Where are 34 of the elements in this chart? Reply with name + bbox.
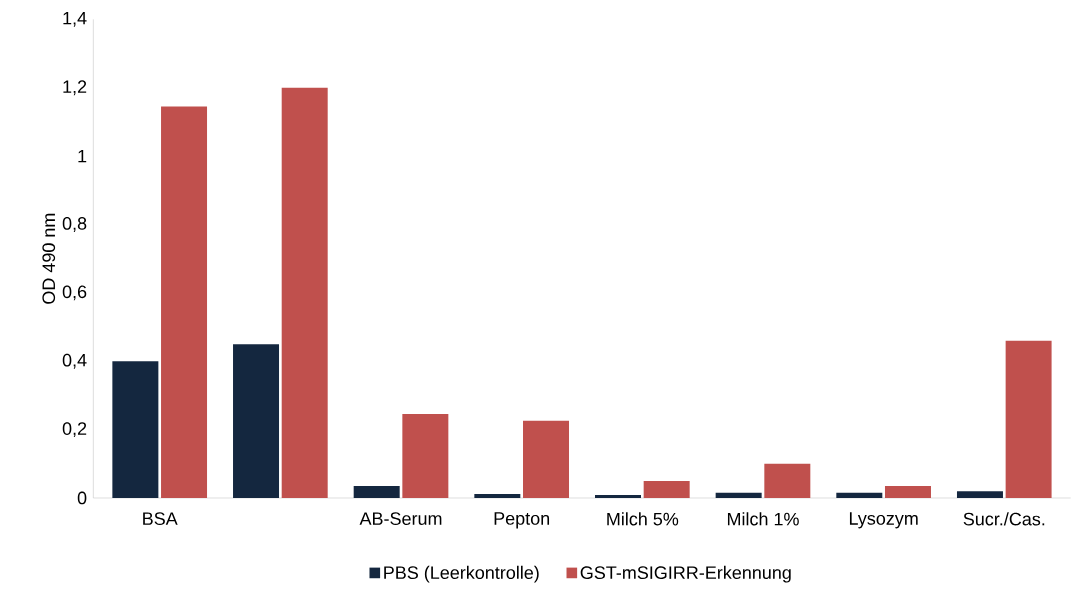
bar	[715, 492, 762, 498]
y-tick-label: 1,2	[63, 80, 87, 96]
x-tick-label: Sucr./Cas.	[963, 512, 1045, 526]
x-tick-label: Milch 1%	[727, 512, 799, 526]
y-tick-label: 0	[77, 491, 87, 505]
x-tick-label: AB-Serum	[359, 512, 442, 525]
x-tick-label: Lysozym	[849, 512, 918, 529]
bar	[643, 480, 690, 498]
y-tick-label: 0,4	[62, 353, 87, 369]
y-tick-label: 1,4	[63, 11, 87, 27]
bar	[474, 493, 521, 498]
bar	[402, 413, 449, 498]
y-tick-label: 1	[78, 149, 87, 163]
bar	[836, 492, 883, 498]
bar	[764, 463, 811, 498]
legend-label: PBS (Leerkontrolle)	[384, 565, 539, 583]
bar	[1005, 340, 1052, 498]
y-tick-label: 0,8	[62, 217, 87, 232]
bar	[112, 361, 159, 498]
x-tick-label: BSA	[143, 512, 178, 525]
bar	[523, 420, 570, 498]
bar	[161, 106, 208, 498]
legend-label: GST-mSIGIRR-Erkennung	[580, 565, 791, 583]
bar	[956, 491, 1003, 498]
y-tick-label: 0,6	[62, 285, 87, 301]
x-tick-label: Milch 5%	[607, 512, 679, 526]
bar	[281, 87, 328, 498]
bar	[884, 486, 931, 498]
bar	[353, 486, 400, 498]
y-axis-title: OD 490 nm	[42, 213, 56, 304]
x-tick-label: Pepton	[494, 512, 550, 529]
bar	[233, 344, 280, 498]
bar	[595, 494, 641, 498]
y-tick-label: 0,2	[62, 422, 87, 438]
